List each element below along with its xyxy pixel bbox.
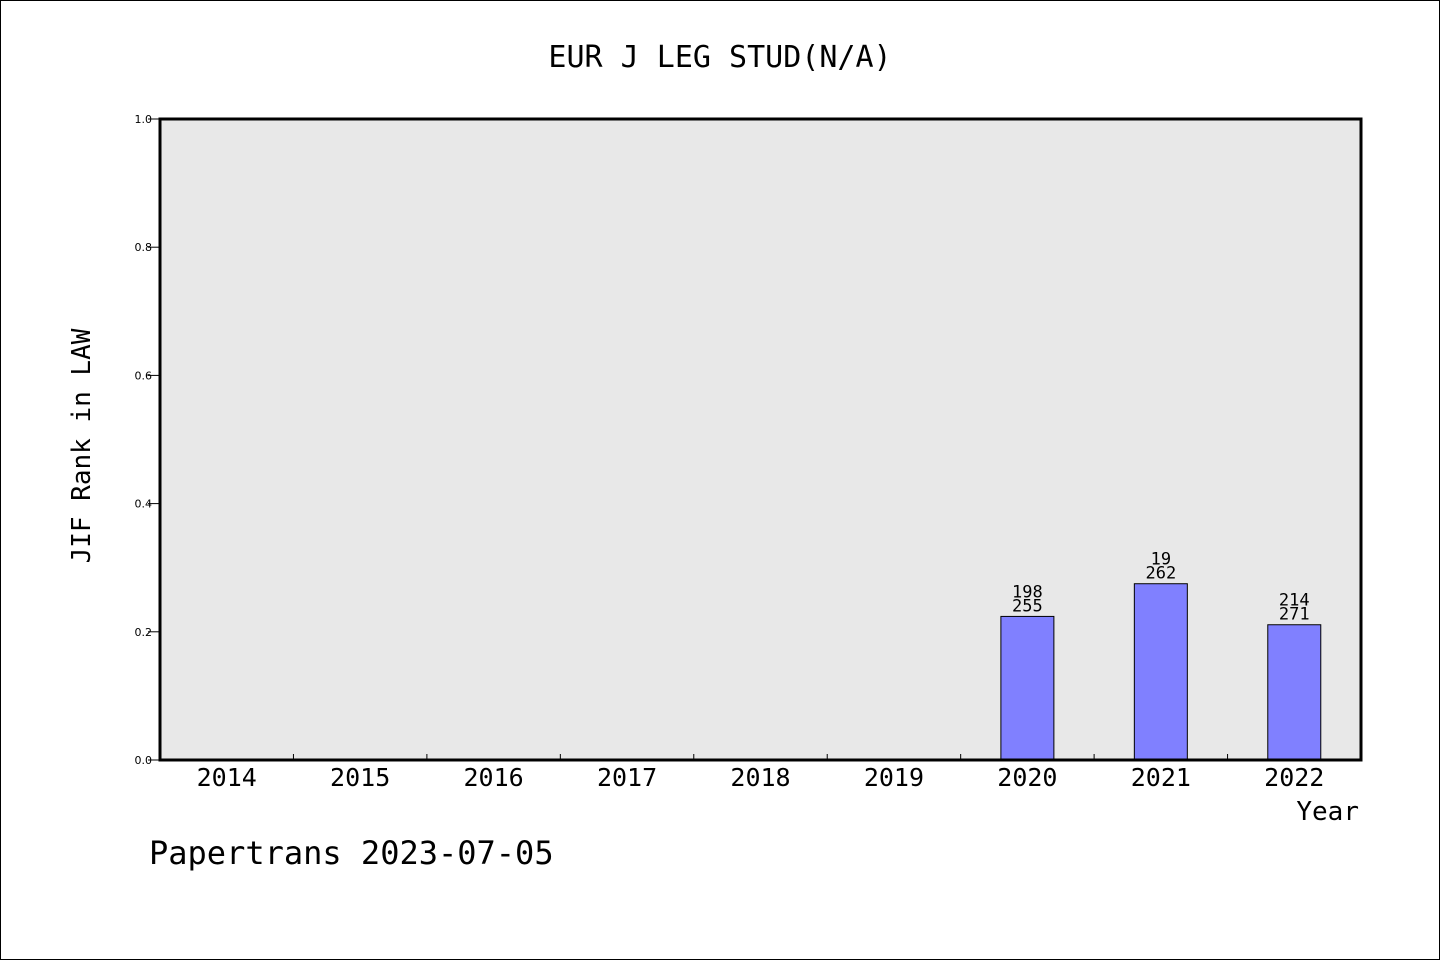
bar-total-label: 262 — [1145, 564, 1176, 584]
y-axis: 0.0 0.2 0.4 0.6 0.8 1.0 — [135, 113, 160, 767]
y-tick-label: 1.0 — [135, 113, 153, 126]
y-tick-label: 0.4 — [135, 498, 153, 511]
x-tick-label: 2019 — [864, 763, 924, 792]
bar-rank-label: 198 — [1012, 582, 1043, 602]
plot-border — [158, 117, 1363, 762]
x-tick-label: 2020 — [997, 763, 1057, 792]
x-axis-label: Year — [1296, 797, 1359, 827]
y-axis-label: JIF Rank in LAW — [67, 328, 97, 563]
y-tick-label: 0.0 — [135, 754, 153, 767]
chart-title: EUR J LEG STUD(N/A) — [548, 40, 891, 75]
y-tick-label: 0.2 — [135, 626, 153, 639]
x-tick-label: 2016 — [464, 763, 524, 792]
bar-2022 — [1267, 624, 1322, 761]
y-tick-label: 0.8 — [135, 241, 153, 254]
y-tick-label: 0.6 — [135, 369, 153, 382]
bar-rank-label: 214 — [1279, 591, 1310, 611]
bar-total-label: 271 — [1279, 605, 1310, 625]
x-tick-label: 2018 — [730, 763, 790, 792]
x-tick-label: 2015 — [330, 763, 390, 792]
bar-2020 — [1000, 615, 1055, 761]
x-axis: 2014 2015 2016 2017 2018 2019 2020 2021 2022 — [197, 754, 1324, 792]
footer-credit: Papertrans 2023-07-05 — [149, 834, 554, 872]
x-tick-label: 2014 — [197, 763, 257, 792]
bar-2021 — [1133, 583, 1188, 761]
x-tick-label: 2017 — [597, 763, 657, 792]
x-tick-label: 2022 — [1264, 763, 1324, 792]
bar-rank-label: 19 — [1151, 550, 1171, 570]
x-tick-label: 2021 — [1131, 763, 1191, 792]
bar-total-label: 255 — [1012, 596, 1043, 616]
